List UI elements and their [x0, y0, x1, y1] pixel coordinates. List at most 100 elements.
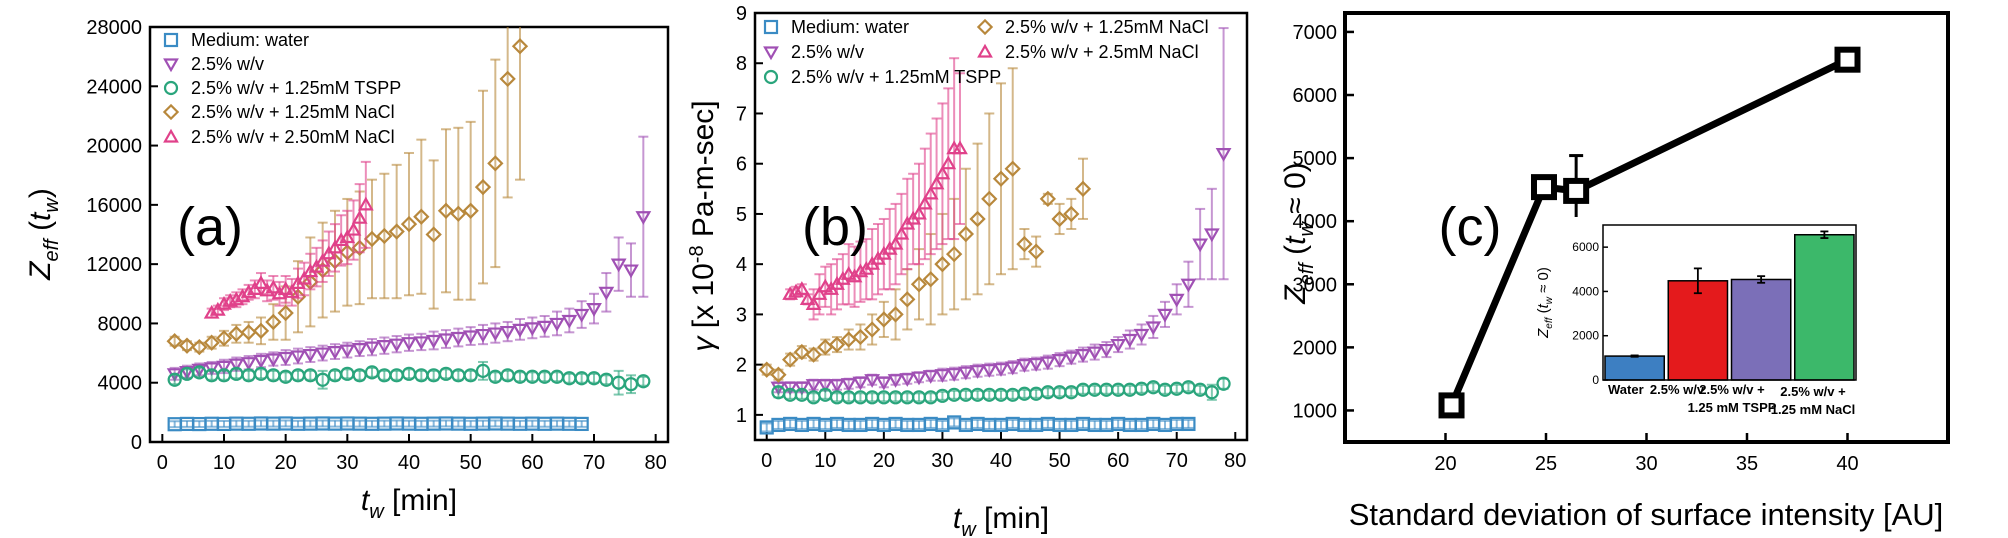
- panel-a-data-point: [240, 357, 257, 371]
- panel-a-data-point: [339, 344, 356, 359]
- panel-a-data-point: [512, 323, 528, 338]
- panel-a-x-tick-label: 60: [521, 452, 543, 474]
- panel-b-data-point: [1004, 160, 1021, 177]
- panel-a-data-point: [303, 368, 318, 383]
- panel-a-data-point: [450, 331, 467, 346]
- panel-a-data-point: [259, 282, 276, 297]
- panel-c-inset-category-label: 1.25 mM TSPP: [1688, 400, 1777, 415]
- panel-a-data-point: [463, 368, 478, 383]
- panel-c-y-tick-label: 6000: [1293, 85, 1338, 107]
- panel-a-data-point: [413, 336, 430, 351]
- panel-b-data-point: [828, 336, 846, 353]
- panel-c-inset-category-label: Water: [1608, 382, 1644, 397]
- panel-b-x-tick-label: 70: [1166, 450, 1188, 472]
- panel-c-inset-y-tick-label: 6000: [1572, 240, 1599, 254]
- text-span: t: [1279, 235, 1312, 245]
- panel-a-data-point: [437, 202, 455, 219]
- panel-b-data-point: [852, 263, 869, 278]
- panel-a-data-point: [549, 317, 565, 332]
- panel-b-data-point: [793, 343, 811, 361]
- panel-a-x-tick-label: 20: [275, 452, 297, 474]
- panel-b-legend-label: 2.5% w/v: [791, 42, 864, 62]
- panel-a-data-point: [240, 324, 257, 341]
- panel-b-data-point: [840, 266, 857, 280]
- panel-c-inset-y-label: Zeff (tw ≈ 0): [1535, 267, 1555, 339]
- panel-a-data-point: [253, 275, 269, 290]
- text-span: w: [1296, 221, 1318, 237]
- panel-c-inset-bar: [1730, 278, 1792, 381]
- panel-a-data-point: [487, 327, 504, 342]
- text-span: [x 10: [687, 263, 720, 336]
- panel-a-data-point: [376, 227, 393, 245]
- panel-b-data-point: [981, 364, 998, 378]
- text-span: Z: [24, 260, 57, 281]
- panel-b-y-tick-label: 9: [736, 3, 747, 25]
- panel-a-data-point: [283, 284, 300, 298]
- text-span: γ: [687, 335, 720, 352]
- panel-b-data-point: [1145, 321, 1162, 336]
- panel-c-inset-category-label: 2.5% w/v +: [1699, 382, 1765, 397]
- text-span: t: [24, 211, 57, 221]
- panel-c-y-tick-label: 5000: [1293, 148, 1338, 170]
- panel-c-inset-bar: [1667, 280, 1729, 381]
- panel-c-x-tick-label: 20: [1434, 453, 1456, 475]
- panel-b-data-point: [945, 245, 963, 263]
- text-span: w: [369, 501, 385, 523]
- panel-a: 0 10 20 30 40 50 60 70 80 0 4000 8000 12000 16000 2000…: [24, 17, 670, 523]
- panel-a-data-point: [228, 358, 245, 373]
- panel-a-data-point: [314, 252, 331, 267]
- panel-b-data-point: [993, 363, 1009, 377]
- panel-a-legend-marker: [163, 80, 179, 96]
- panel-b-data-point: [969, 210, 986, 228]
- panel-a-y-tick-label: 12000: [86, 254, 142, 276]
- panel-b-data-point: [875, 311, 893, 328]
- panel-b-label: (b): [802, 197, 868, 257]
- panel-a-data-point: [636, 374, 651, 389]
- text-span: Z: [1535, 328, 1552, 339]
- panel-a-data-point: [561, 314, 578, 329]
- panel-b-legend-marker: [763, 46, 779, 61]
- panel-a-data-point: [401, 337, 417, 351]
- panel-a-legend-label: 2.5% w/v + 1.25mM TSPP: [191, 78, 401, 98]
- panel-a-data-point: [290, 350, 306, 365]
- panel-c-y-tick-label: 1000: [1293, 400, 1338, 422]
- panel-b-legend-label: 2.5% w/v + 1.25mM NaCl: [1005, 17, 1209, 37]
- panel-b-legend-marker: [977, 43, 993, 58]
- panel-c-inset-y-tick-label: 2000: [1572, 329, 1599, 343]
- panel-b-data-point: [1192, 238, 1209, 253]
- text-span: Pa-m-sec]: [687, 100, 720, 245]
- panel-a-data-point: [296, 270, 313, 285]
- panel-b-x-tick-label: 20: [873, 450, 895, 472]
- panel-b-data-point: [805, 296, 822, 310]
- panel-b-data-point: [893, 225, 910, 240]
- panel-a-data-point: [400, 215, 418, 233]
- panel-a-legend-label: 2.5% w/v: [191, 54, 264, 74]
- panel-b-data-point: [899, 291, 916, 308]
- panel-b-data-point: [805, 379, 822, 393]
- panel-b-series-5: [782, 57, 968, 321]
- panel-c-series: [1438, 46, 1861, 419]
- panel-b-y-tick-label: 5: [736, 204, 747, 226]
- panel-b-data-point: [782, 381, 799, 396]
- panel-a-data-point: [216, 360, 232, 375]
- panel-b-data-point: [1180, 278, 1197, 293]
- panel-c: 20 25 30 35 40 1000 2000 3000 4000 5000 6000 7000 (c…: [1279, 11, 1950, 532]
- panel-b-data-point: [1203, 228, 1220, 243]
- panel-a-x-tick-label: 50: [460, 452, 482, 474]
- panel-b-data-point: [1110, 338, 1127, 353]
- panel-b-x-tick-label: 0: [761, 450, 772, 472]
- panel-a-data-point: [240, 284, 257, 298]
- panel-c-inset-category-label: 2.5% w/v: [1650, 382, 1705, 397]
- panel-a-data-point: [524, 322, 541, 337]
- panel-a-data-point: [475, 328, 491, 343]
- panel-a-data-point: [277, 351, 294, 366]
- panel-b-data-point: [922, 271, 939, 288]
- panel-a-data-point: [351, 209, 368, 224]
- panel-c-data-point: [1530, 174, 1557, 201]
- panel-a-data-point: [536, 320, 553, 335]
- panel-b-data-point: [957, 225, 975, 243]
- panel-a-data-point: [388, 223, 405, 240]
- panel-a-legend-label: 2.5% w/v + 1.25mM NaCl: [191, 102, 395, 122]
- panel-b-data-point: [1039, 356, 1056, 371]
- panel-a-data-point: [215, 330, 233, 347]
